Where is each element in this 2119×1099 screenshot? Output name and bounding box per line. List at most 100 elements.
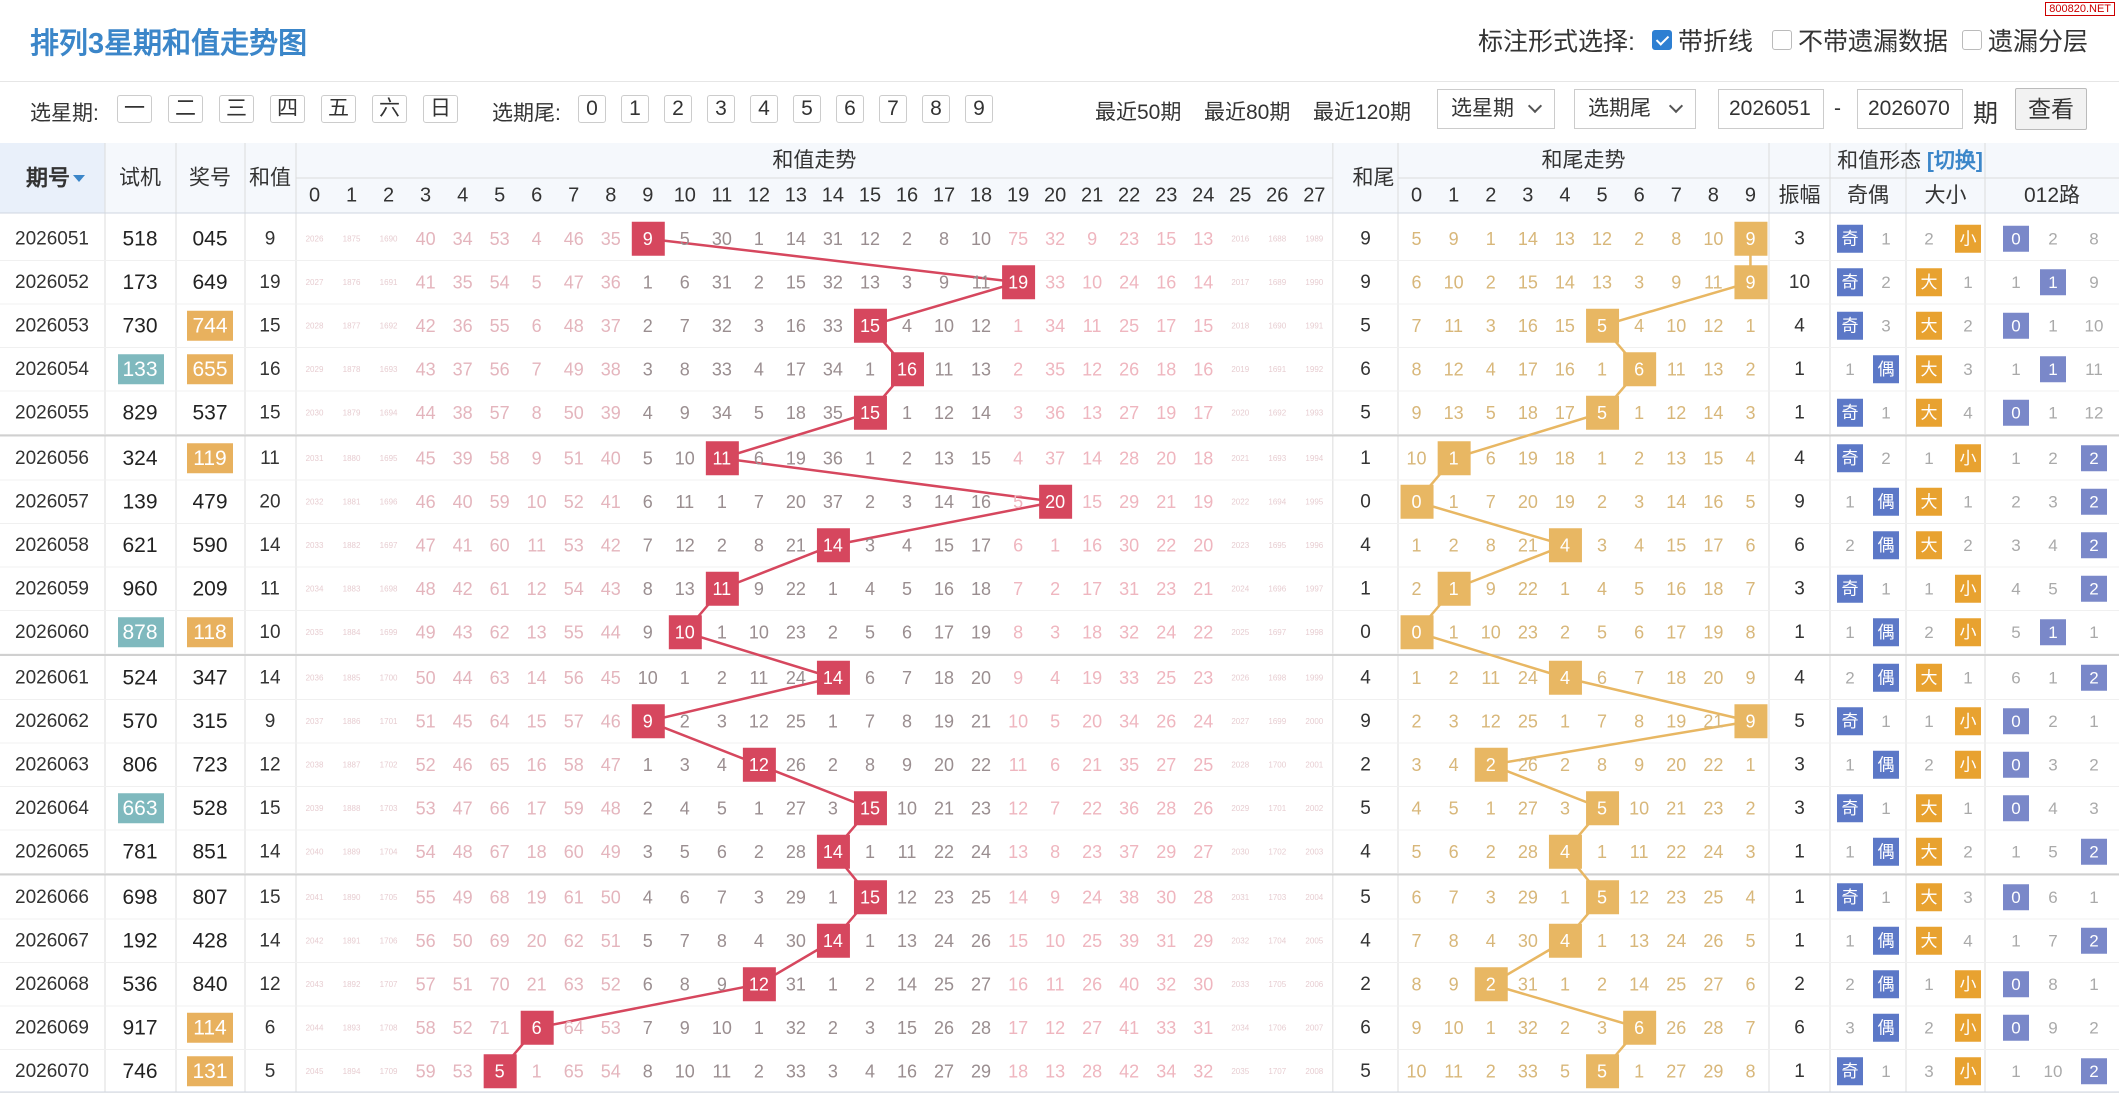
from-issue-input[interactable]: 2026051 [1718,89,1824,129]
tail-miss: 19 [1666,711,1686,731]
sum-miss: 5 [643,931,653,951]
sum-miss: 51 [453,974,473,994]
amplitude: 1 [1794,622,1805,643]
oddeven-label: 奇 [1842,403,1859,422]
weekday-button[interactable]: 六 [372,95,407,123]
sum-miss: 5 [717,798,727,818]
sum-ball-number: 19 [1008,272,1028,292]
weekday-button[interactable]: 一 [117,95,152,123]
recent-120-link[interactable]: 最近120期 [1313,101,1412,124]
tail-miss: 17 [1518,359,1538,379]
tail-button[interactable]: 9 [965,95,993,123]
sum-miss: 57 [564,711,584,731]
issue-header-bg [0,143,105,213]
tail-button[interactable]: 7 [879,95,907,123]
option-miss-layer[interactable]: 遗漏分层 [1962,22,2088,58]
filter-bar: 选星期: 一 二 三 四 五 六 日 选期尾: 0 1 2 3 4 5 6 7 … [0,84,2119,142]
tail-miss: 18 [1666,668,1686,688]
road-label: 2 [2089,449,2098,468]
sum-miss: 46 [416,492,436,512]
test-number: 133 [122,358,157,381]
sum-value: 11 [260,448,280,469]
sum-miss: 6 [643,492,653,512]
sum-miss: 59 [416,1061,436,1081]
tail-button[interactable]: 3 [707,95,735,123]
sum-miss: 1998 [1305,628,1323,637]
tail-value: 1 [1360,578,1371,599]
tail-miss: 3 [1486,887,1496,907]
query-button[interactable]: 查看 [2015,88,2087,130]
sum-miss: 1 [532,1061,542,1081]
sum-miss: 16 [934,579,954,599]
tail-value: 9 [1360,228,1371,249]
recent-50-link[interactable]: 最近50期 [1095,101,1182,124]
sum-miss: 1876 [343,278,361,287]
oddeven-miss: 1 [1881,888,1890,907]
sum-miss: 1885 [343,673,361,682]
weekday-button[interactable]: 五 [321,95,356,123]
sum-miss: 24 [1193,711,1213,731]
road-miss: 2 [2011,492,2020,511]
checkbox-icon[interactable] [1772,30,1792,50]
sum-miss: 4 [1013,448,1023,468]
weekday-select[interactable]: 选星期 [1437,89,1555,129]
sum-miss: 54 [564,579,584,599]
sum-miss: 7 [643,1018,653,1038]
amplitude: 1 [1794,841,1805,862]
recent-80-link[interactable]: 最近80期 [1204,101,1291,124]
tail-miss: 8 [1745,1061,1755,1081]
sum-miss: 38 [1119,887,1139,907]
tail-button[interactable]: 6 [836,95,864,123]
tail-miss: 2 [1560,755,1570,775]
oddeven-label: 偶 [1878,536,1895,555]
tail-button[interactable]: 5 [793,95,821,123]
checkbox-icon[interactable] [1962,30,1982,50]
sum-miss: 26 [971,931,991,951]
sum-miss: 50 [416,668,436,688]
oddeven-miss: 1 [1881,1062,1890,1081]
tail-select[interactable]: 选期尾 [1574,89,1696,129]
sum-miss: 15 [786,272,806,292]
issue-number: 2026062 [15,711,89,732]
road-miss: 1 [2011,931,2020,950]
switch-link[interactable]: [切换] [1927,148,1983,172]
sum-miss: 19 [1193,492,1213,512]
tail-ball [1548,660,1582,695]
tail-miss: 9 [1449,229,1459,249]
tail-button[interactable]: 0 [578,95,606,123]
road-miss: 2 [2048,449,2057,468]
tail-value: 9 [1360,272,1371,293]
sum-miss: 45 [416,448,436,468]
option-with-line[interactable]: 带折线 [1652,22,1753,58]
oddeven-label: 偶 [1878,755,1895,774]
tail-button[interactable]: 4 [750,95,778,123]
sum-miss: 2032 [306,497,324,506]
oddeven-badge [1873,750,1899,779]
sum-miss: 7 [680,931,690,951]
tail-ball [1623,352,1657,387]
option-no-miss[interactable]: 不带遗漏数据 [1772,22,1948,58]
tail-ball-number: 0 [1412,622,1422,642]
to-issue-input[interactable]: 2026070 [1857,89,1963,129]
tail-button[interactable]: 1 [621,95,649,123]
checkbox-checked-icon[interactable] [1652,30,1672,50]
weekday-button[interactable]: 四 [270,95,305,123]
weekday-button[interactable]: 三 [219,95,254,123]
tail-trend-header: 和尾走势 [1542,149,1626,172]
sum-miss: 1 [902,403,912,423]
tail-miss: 8 [1671,229,1681,249]
sum-miss: 3 [643,359,653,379]
sum-ball [483,1054,517,1089]
weekday-button[interactable]: 日 [423,95,458,123]
sum-miss: 2 [717,668,727,688]
road-badge [2040,619,2066,646]
sum-miss: 38 [601,359,621,379]
sum-miss: 56 [490,359,510,379]
tail-button[interactable]: 8 [922,95,950,123]
weekday-button[interactable]: 二 [168,95,203,123]
sum-col-header: 7 [568,185,579,207]
sum-ball-number: 6 [532,1018,542,1038]
tail-button[interactable]: 2 [664,95,692,123]
sum-miss: 7 [680,316,690,336]
sum-miss: 1 [865,359,875,379]
